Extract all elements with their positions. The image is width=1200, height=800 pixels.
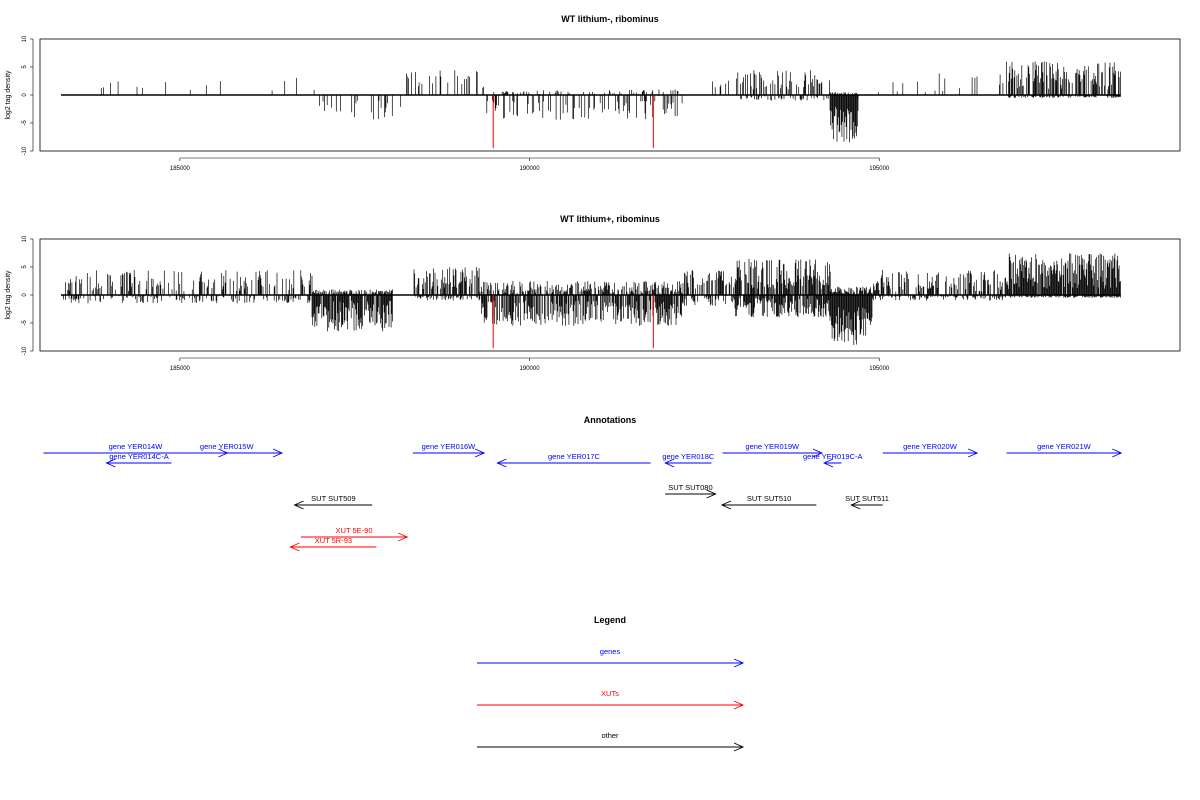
- arrow-head: [822, 458, 834, 468]
- arrow-head: [474, 448, 486, 458]
- arrow-head: [733, 658, 745, 668]
- annotation-label: gene YER015W: [200, 442, 255, 451]
- y-tick-label: 0: [22, 93, 28, 97]
- annotation-label: SUT SUT080: [668, 483, 712, 492]
- panel-lithium-minus: WT lithium-, ribominus 10 5 0 -5 -10 log2 tag …: [5, 14, 1181, 172]
- annotation-sut-sut080: SUT SUT080: [665, 483, 717, 499]
- annotation-sut-sut511: SUT SUT511: [845, 494, 889, 510]
- arrow-head: [289, 542, 300, 552]
- annotation-label: gene YER014W: [109, 442, 164, 451]
- legend-label: XUTs: [601, 689, 619, 698]
- annotation-label: SUT SUT511: [845, 494, 889, 503]
- arrow-head: [397, 532, 409, 542]
- annotation-label: gene YER019C-A: [803, 452, 862, 461]
- legend-item-xuts: XUTs: [477, 689, 745, 710]
- arrow-head: [733, 742, 745, 752]
- bar-series: [61, 253, 1121, 345]
- arrow-head: [105, 458, 116, 468]
- arrow-head: [293, 500, 304, 510]
- legend-item-genes: genes: [477, 647, 745, 668]
- arrow-head: [1112, 448, 1123, 458]
- annotation-gene-yer020w: gene YER020W: [882, 442, 979, 458]
- annotation-gene-yer021w: gene YER021W: [1006, 442, 1123, 458]
- arrow-head: [664, 458, 675, 468]
- arrow-head: [720, 500, 732, 510]
- panel-lithium-plus: WT lithium+, ribominus 10 5 0 -5 -10 log2 tag …: [5, 214, 1181, 372]
- annotation-gene-yer019c-a: gene YER019C-A: [803, 452, 862, 468]
- annotation-label: XUT 5E-90: [336, 526, 373, 535]
- annotation-label: gene YER021W: [1037, 442, 1092, 451]
- bar-series: [100, 61, 1121, 143]
- y-tick-label: -5: [22, 120, 28, 126]
- arrow-head: [850, 500, 861, 510]
- annotation-gene-yer014c-a: gene YER014C-A: [105, 452, 172, 468]
- panel-title: WT lithium-, ribominus: [561, 14, 659, 24]
- y-axis-label: log2 tag density: [5, 270, 12, 320]
- annotation-gene-yer019w: gene YER019W: [722, 442, 824, 458]
- annotation-gene-yer015w: gene YER015W: [171, 442, 284, 458]
- arrow-head: [967, 448, 979, 458]
- annotation-label: gene YER017C: [548, 452, 601, 461]
- y-axis-label: log2 tag density: [5, 70, 12, 120]
- y-tick-label: 10: [22, 235, 28, 242]
- annotation-gene-yer017c: gene YER017C: [496, 452, 651, 468]
- annotation-gene-yer016w: gene YER016W: [412, 442, 486, 458]
- annotation-label: gene YER018C: [662, 452, 715, 461]
- x-tick-label: 195000: [869, 366, 890, 372]
- plot-frame: [39, 38, 1181, 152]
- panel-title: WT lithium+, ribominus: [560, 214, 660, 224]
- annotation-label: SUT SUT510: [747, 494, 791, 503]
- plot-frame: [39, 238, 1181, 352]
- legend: Legend genes XUTs other: [477, 615, 745, 752]
- annotation-sut-sut510: SUT SUT510: [720, 494, 817, 510]
- arrow-head: [272, 448, 284, 458]
- y-tick-label: 5: [22, 265, 28, 269]
- legend-label: genes: [600, 647, 621, 656]
- annotations-title: Annotations: [584, 415, 637, 425]
- y-tick-label: -10: [22, 346, 28, 355]
- x-tick-label: 185000: [170, 166, 191, 172]
- y-tick-label: -5: [22, 320, 28, 326]
- annotation-xut-5r-93: XUT 5R-93: [289, 536, 377, 552]
- arrow-head: [733, 700, 745, 710]
- arrow-head: [496, 458, 507, 468]
- annotation-xut-5e-90: XUT 5E-90: [300, 526, 409, 542]
- y-tick-label: 0: [22, 293, 28, 297]
- legend-item-other: other: [477, 731, 745, 752]
- x-tick-label: 195000: [869, 166, 890, 172]
- annotation-sut-sut509: SUT SUT509: [293, 494, 373, 510]
- annotation-label: gene YER020W: [903, 442, 958, 451]
- arrow-head: [812, 448, 824, 458]
- y-tick-label: -10: [22, 146, 28, 155]
- x-tick-label: 185000: [170, 366, 191, 372]
- legend-label: other: [601, 731, 619, 740]
- annotation-label: XUT 5R-93: [315, 536, 352, 545]
- x-tick-label: 190000: [520, 366, 541, 372]
- annotation-label: gene YER016W: [422, 442, 477, 451]
- y-tick-label: 10: [22, 35, 28, 42]
- annotation-label: SUT SUT509: [311, 494, 355, 503]
- legend-title: Legend: [594, 615, 626, 625]
- x-tick-label: 190000: [520, 166, 541, 172]
- annotation-label: gene YER019W: [745, 442, 800, 451]
- arrow-head: [706, 489, 717, 499]
- y-tick-label: 5: [22, 65, 28, 69]
- annotation-gene-yer018c: gene YER018C: [662, 452, 715, 468]
- annotation-label: gene YER014C-A: [109, 452, 168, 461]
